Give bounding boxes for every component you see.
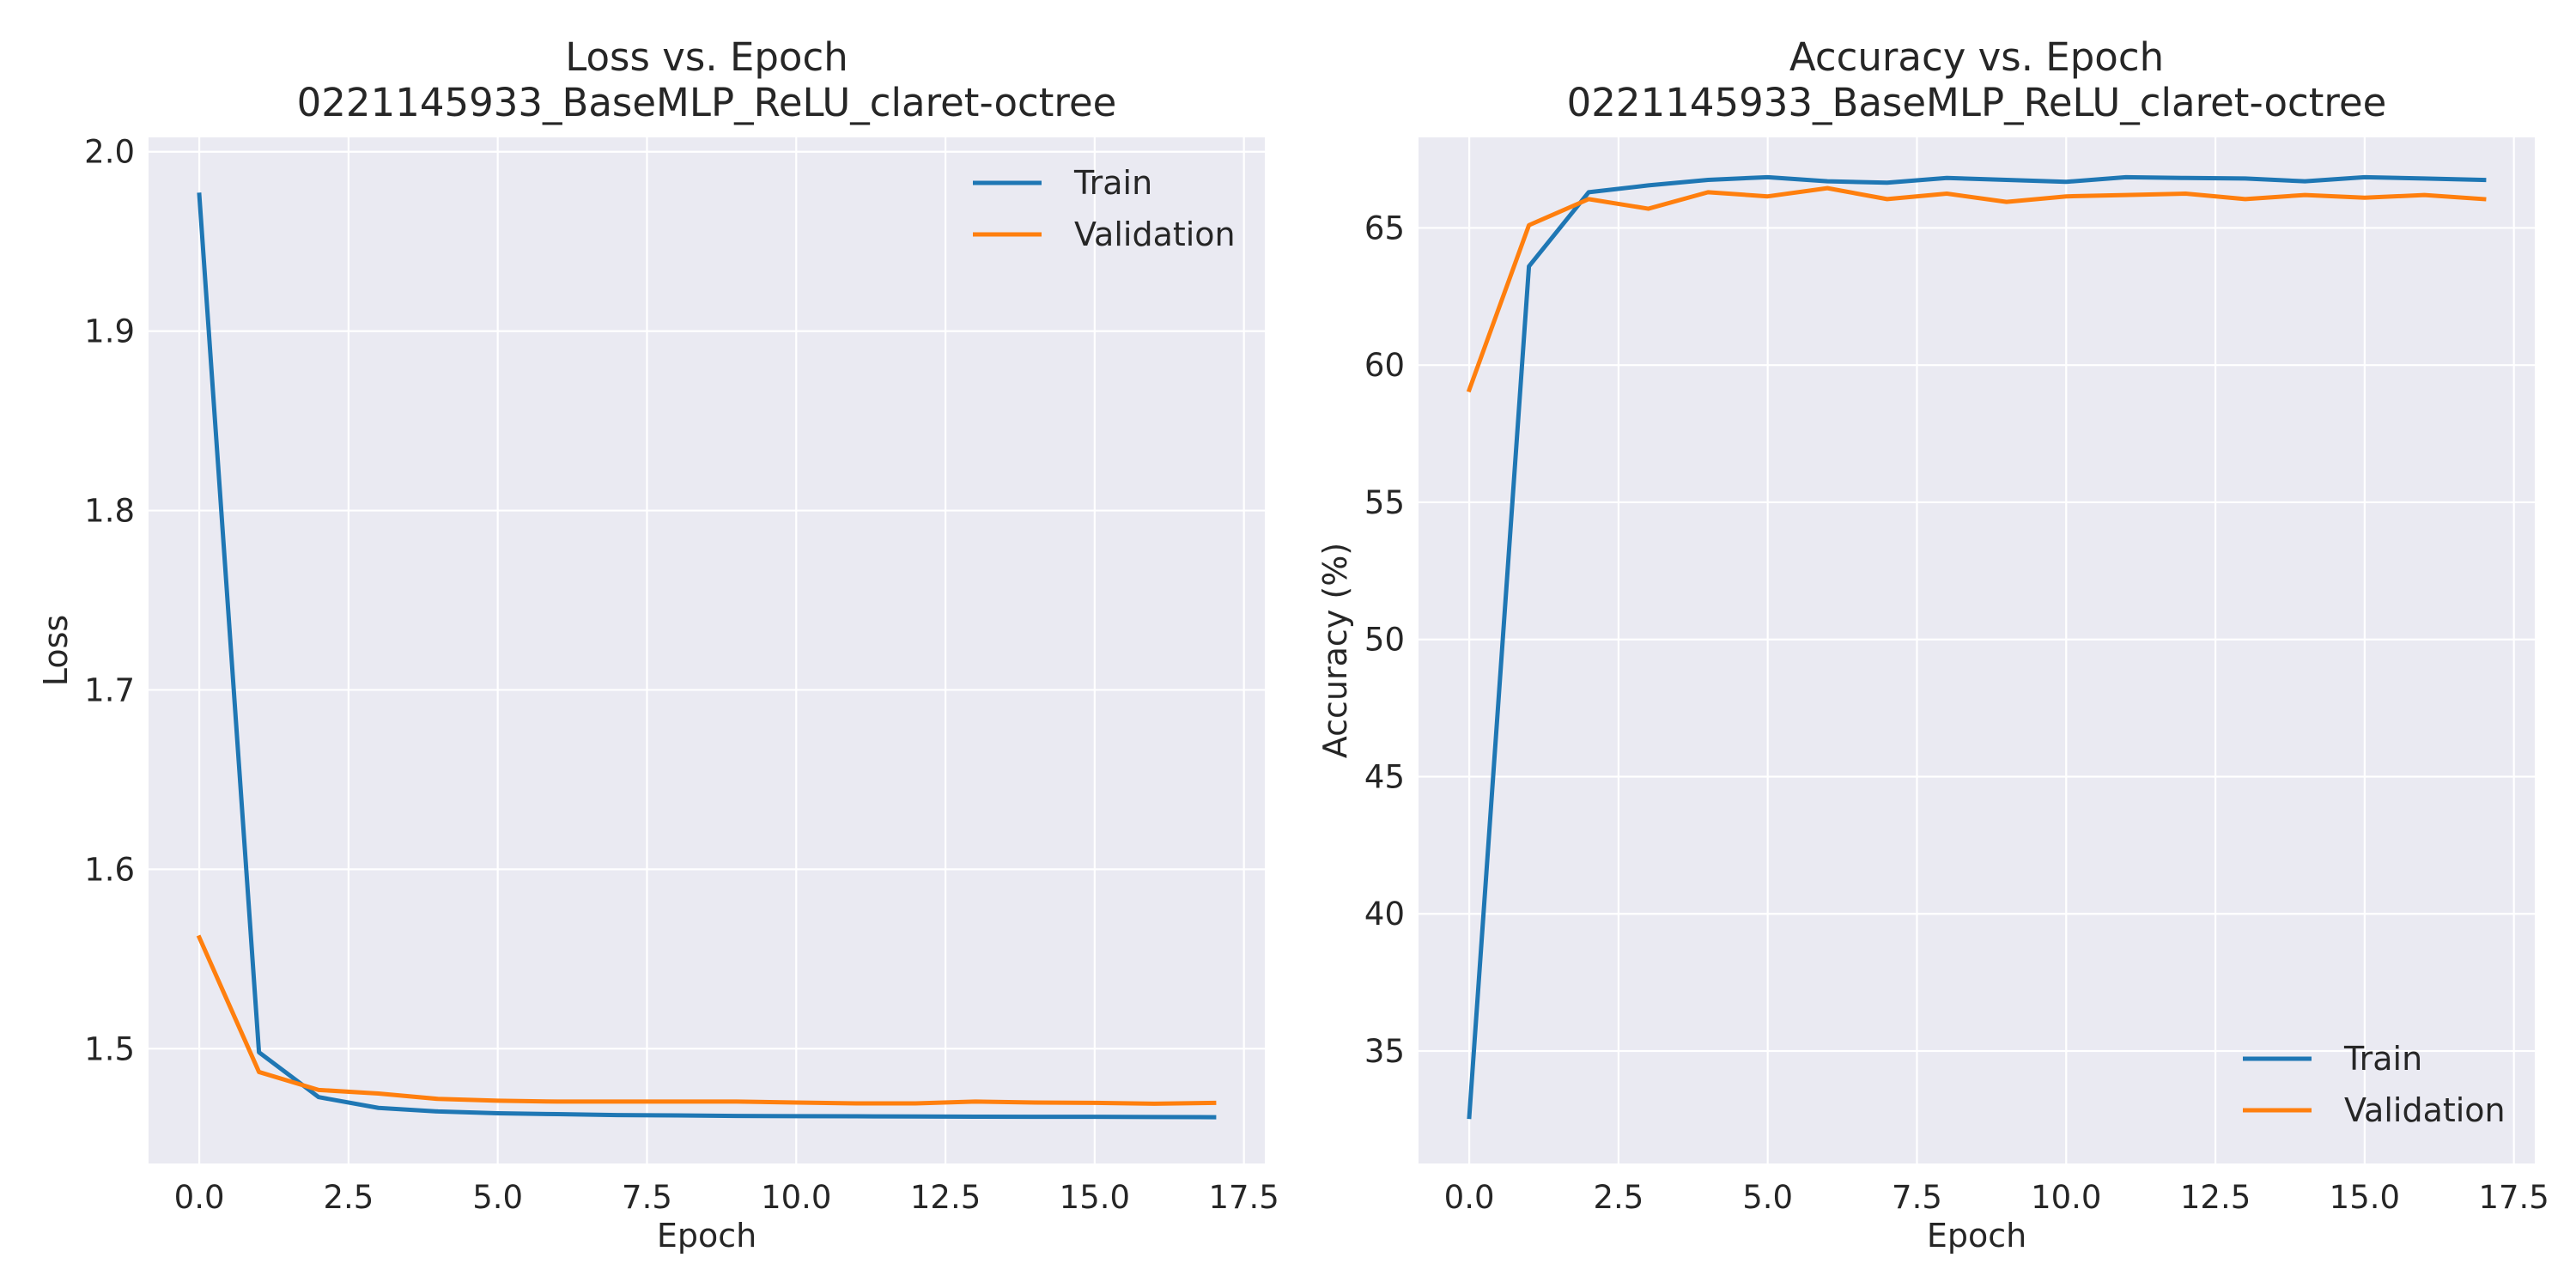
y-tick-label: 65	[1364, 210, 1405, 246]
x-tick-label: 17.5	[1208, 1179, 1279, 1216]
y-tick-label: 1.5	[84, 1030, 135, 1067]
y-axis-label: Loss	[37, 615, 75, 686]
x-tick-label: 10.0	[761, 1179, 831, 1216]
x-tick-label: 15.0	[1060, 1179, 1130, 1216]
y-tick-label: 45	[1364, 758, 1405, 795]
plot-area	[149, 137, 1265, 1163]
y-tick-label: 1.7	[84, 671, 135, 708]
x-axis-label: Epoch	[657, 1217, 756, 1255]
x-axis-label: Epoch	[1927, 1217, 2026, 1255]
y-axis-label: Accuracy (%)	[1316, 543, 1354, 758]
y-tick-label: 50	[1364, 622, 1405, 659]
legend-label-validation: Validation	[1074, 216, 1236, 253]
x-tick-label: 15.0	[2330, 1179, 2400, 1216]
y-tick-label: 40	[1364, 896, 1405, 933]
x-tick-label: 2.5	[1593, 1179, 1643, 1216]
y-tick-label: 55	[1364, 484, 1405, 521]
legend-label-train: Train	[2343, 1040, 2422, 1078]
series-line-train	[1467, 174, 2487, 1120]
x-tick-label: 2.5	[323, 1179, 374, 1216]
x-tick-label: 0.0	[1444, 1179, 1495, 1216]
chart-title: Loss vs. Epoch	[565, 34, 848, 80]
legend: Train Validation	[973, 164, 1236, 253]
legend: Train Validation	[2243, 1040, 2506, 1129]
y-tick-label: 1.6	[84, 851, 135, 888]
series-line-train	[197, 192, 1217, 1120]
y-tick-label: 35	[1364, 1033, 1405, 1070]
series-line-validation	[1466, 185, 2487, 393]
x-tick-label: 12.5	[910, 1179, 981, 1216]
legend-label-validation: Validation	[2344, 1091, 2506, 1129]
accuracy-chart: 0.0 2.5 5.0 7.5 10.0 12.5 15.0 17.5 35 40 45 50 55 60…	[1316, 34, 2549, 1255]
y-tick-label: 2.0	[84, 134, 135, 171]
x-tick-label: 7.5	[1892, 1179, 1942, 1216]
y-tick-label: 1.8	[84, 493, 135, 530]
x-tick-label: 17.5	[2478, 1179, 2549, 1216]
x-tick-label: 5.0	[1742, 1179, 1793, 1216]
y-tick-label: 60	[1364, 347, 1405, 384]
chart-title: Accuracy vs. Epoch	[1789, 34, 2164, 80]
x-tick-label: 5.0	[472, 1179, 523, 1216]
loss-chart: 0.0 2.5 5.0 7.5 10.0 12.5 15.0 17.5 1.5 1.6 1.7 1.8…	[37, 34, 1279, 1255]
chart-subtitle: 0221145933_BaseMLP_ReLU_claret-octree	[297, 80, 1117, 125]
y-tick-label: 1.9	[84, 313, 135, 350]
x-tick-label: 10.0	[2031, 1179, 2101, 1216]
series-line-validation	[196, 934, 1217, 1106]
x-tick-label: 12.5	[2180, 1179, 2251, 1216]
x-tick-label: 7.5	[622, 1179, 672, 1216]
x-tick-label: 0.0	[174, 1179, 225, 1216]
plot-area	[1419, 137, 2535, 1163]
chart-subtitle: 0221145933_BaseMLP_ReLU_claret-octree	[1567, 80, 2387, 125]
legend-label-train: Train	[1073, 164, 1152, 202]
